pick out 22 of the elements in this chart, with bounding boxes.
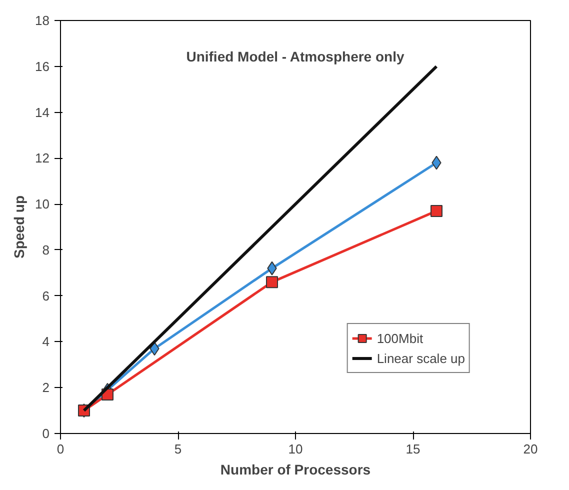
y-tick-label: 6 [42, 288, 50, 304]
y-axis-title: Speed up [11, 195, 28, 259]
x-tick-label: 20 [523, 442, 538, 456]
x-tick-label: 10 [288, 442, 303, 456]
legend-label: 100Mbit [376, 330, 424, 346]
point [430, 204, 442, 217]
point [266, 276, 278, 288]
y-tick-label: 14 [35, 104, 50, 120]
y-tick-label: 10 [35, 196, 50, 212]
y-tick-label: 18 [35, 13, 50, 28]
y-tick-label: 8 [42, 242, 50, 258]
x-tick-label: 5 [174, 442, 182, 456]
x-axis-title: Number of Processors [220, 462, 371, 478]
x-tick-label: 15 [406, 442, 420, 456]
y-tick-label: 0 [42, 426, 50, 441]
y-tick-label: 2 [42, 380, 50, 396]
y-tick-label: 4 [42, 334, 50, 350]
text: Unified Model - Atmosphere only [186, 48, 404, 64]
y-tick-label: 16 [35, 58, 50, 74]
legend-label: Linear scale up [376, 350, 465, 366]
y-tick-label: 12 [35, 150, 50, 166]
x-tick-label: 0 [56, 442, 64, 456]
